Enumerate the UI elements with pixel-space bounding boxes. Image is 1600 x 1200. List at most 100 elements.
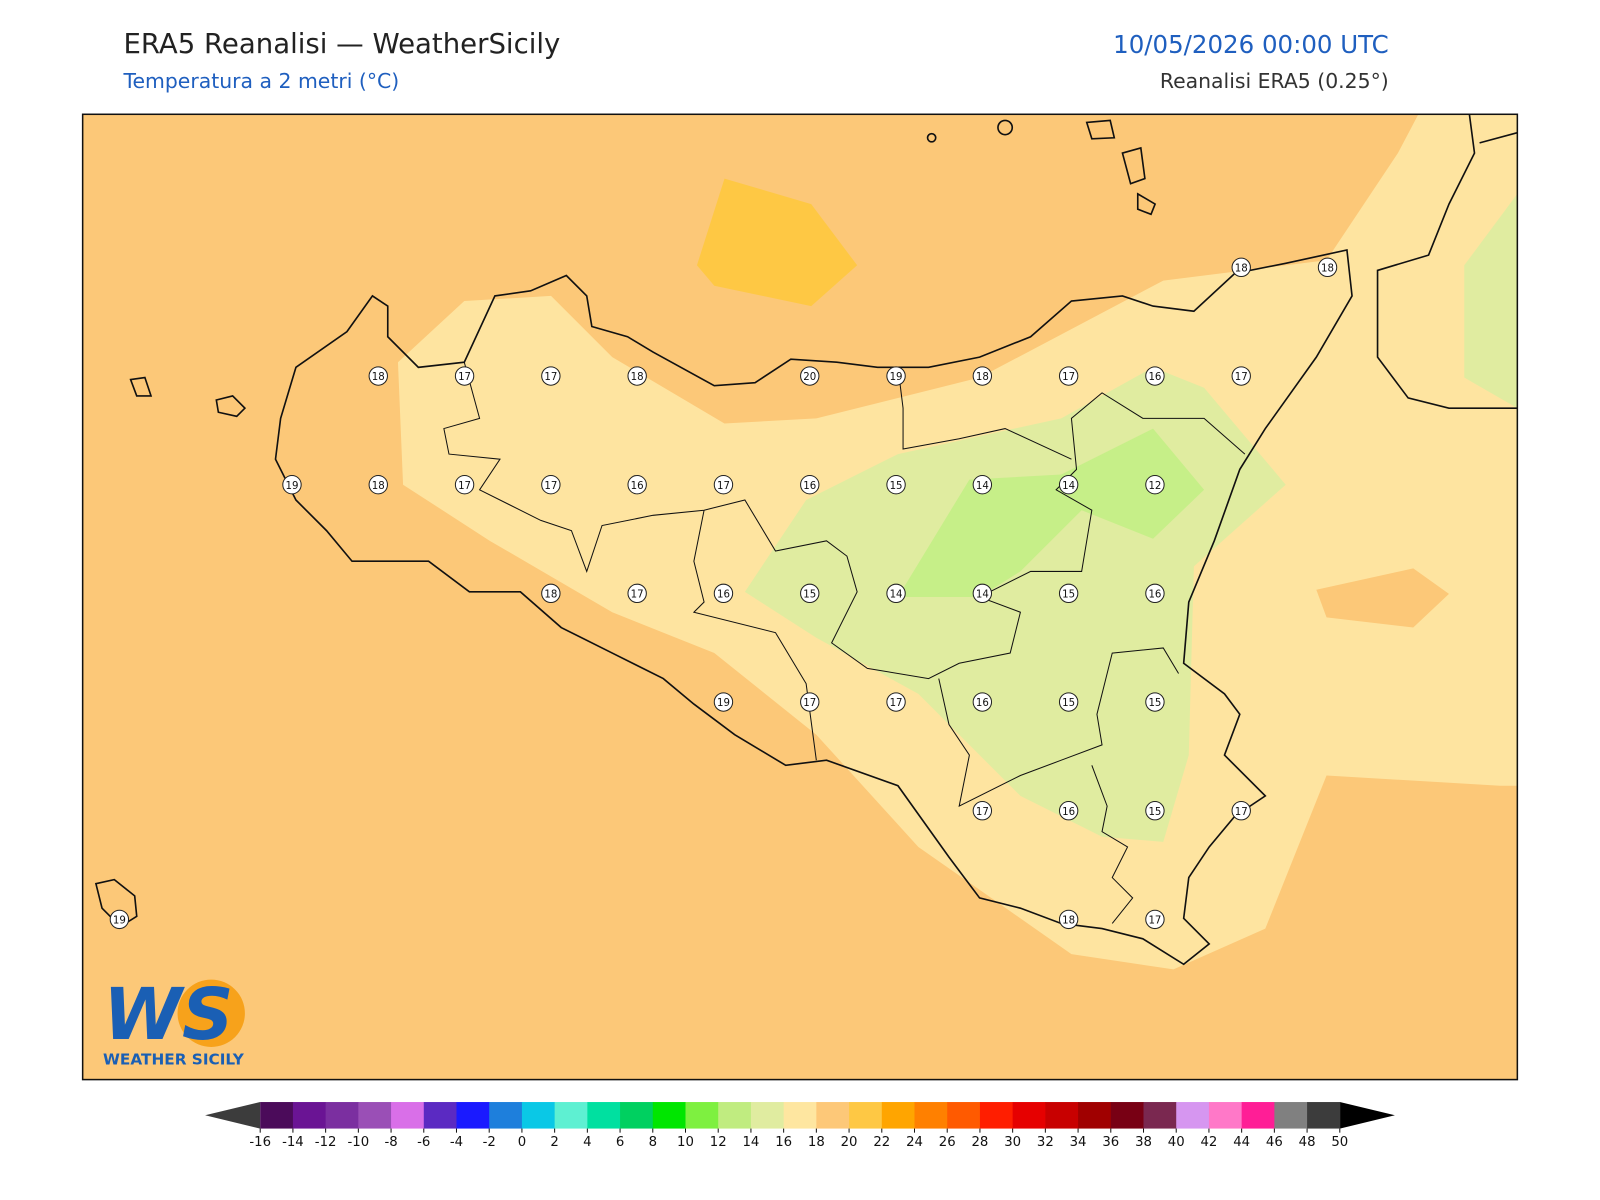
value-marker <box>1145 583 1165 604</box>
value-point: 14 <box>1058 475 1079 495</box>
value-point: 12 <box>1145 475 1165 495</box>
colorbar-swatch <box>685 1102 719 1129</box>
colorbar-tick-label: 6 <box>616 1135 624 1150</box>
colorbar-swatch <box>325 1102 359 1129</box>
value-label: 18 <box>372 481 385 492</box>
colorbar-tick-label: 2 <box>550 1135 558 1150</box>
colorbar-tick-label: 32 <box>1037 1135 1054 1150</box>
value-marker <box>972 475 993 495</box>
value-marker <box>541 475 561 495</box>
value-label: 12 <box>1148 481 1161 492</box>
value-point: 16 <box>627 475 647 495</box>
value-label: 18 <box>372 372 385 383</box>
value-marker <box>627 583 647 604</box>
value-marker <box>541 583 561 604</box>
value-label: 14 <box>976 481 989 492</box>
colorbar-swatch <box>652 1102 687 1129</box>
value-label: 17 <box>544 372 557 383</box>
colorbar-tick-label: 44 <box>1233 1135 1250 1150</box>
value-marker <box>886 692 906 712</box>
colorbar-swatch <box>1208 1102 1243 1129</box>
colorbar-tick-label: -12 <box>315 1135 337 1150</box>
coastlines <box>94 114 1518 966</box>
value-point: 17 <box>972 801 993 821</box>
value-marker <box>972 692 993 712</box>
colorbar-tick-label: -10 <box>348 1135 370 1150</box>
value-label: 17 <box>544 481 557 492</box>
value-label: 18 <box>544 589 557 600</box>
colorbar-swatch <box>1176 1102 1210 1129</box>
colorbar-swatch <box>979 1102 1014 1129</box>
value-point: 16 <box>972 692 993 712</box>
value-point: 14 <box>886 583 906 604</box>
colorbar-tick-label: 12 <box>710 1135 727 1150</box>
colorbar-swatch <box>587 1102 621 1129</box>
value-label: 16 <box>976 698 989 709</box>
value-point: 15 <box>1058 583 1079 604</box>
value-label: 16 <box>1062 807 1075 818</box>
value-point: 18 <box>1317 257 1338 278</box>
colorbar-swatch <box>456 1102 490 1129</box>
value-label: 18 <box>631 372 644 383</box>
colorbar-tick-label: 40 <box>1168 1135 1185 1150</box>
value-label: 17 <box>631 589 644 600</box>
colorbar-tick-label: 34 <box>1070 1135 1087 1150</box>
colorbar-tick-label: 0 <box>518 1135 526 1150</box>
value-label: 17 <box>1062 372 1075 383</box>
value-marker <box>1145 475 1165 495</box>
colorbar-tick-label: -2 <box>483 1135 496 1150</box>
value-point: 17 <box>1231 801 1251 821</box>
colorbar-swatch <box>1110 1102 1145 1129</box>
value-point: 17 <box>713 475 734 495</box>
value-label: 18 <box>1235 263 1248 274</box>
colorbar-tick-label: 50 <box>1331 1135 1348 1150</box>
value-marker <box>368 366 388 386</box>
value-marker <box>972 366 993 386</box>
value-point: 20 <box>800 366 820 386</box>
colorbar-tick-label: 36 <box>1102 1135 1119 1150</box>
value-point: 16 <box>1145 583 1165 604</box>
value-marker <box>886 583 906 604</box>
title: ERA5 Reanalisi — WeatherSicily <box>123 28 560 60</box>
colorbar-swatch <box>358 1102 392 1129</box>
colorbar-swatch <box>1241 1102 1275 1129</box>
colorbar-tick-label: 22 <box>873 1135 890 1150</box>
value-label: 17 <box>1235 807 1248 818</box>
value-point: 18 <box>541 583 561 604</box>
value-marker <box>1058 801 1079 821</box>
logo-name: WEATHER SICILY <box>103 1050 245 1068</box>
value-label: 17 <box>1235 372 1248 383</box>
warm-area <box>696 178 858 307</box>
value-marker <box>800 366 820 386</box>
value-point: 18 <box>368 475 388 495</box>
colorbar-tick-label: -16 <box>249 1135 271 1150</box>
value-marker <box>1058 909 1079 930</box>
value-label: 19 <box>285 481 298 492</box>
colorbar-tick-label: 48 <box>1299 1135 1316 1150</box>
value-marker <box>627 475 647 495</box>
colorbar-tick-label: 16 <box>775 1135 792 1150</box>
colorbar-swatch <box>718 1102 752 1129</box>
value-point: 15 <box>1145 692 1165 712</box>
colorbar-swatch <box>292 1102 327 1129</box>
colorbar-tick-label: 42 <box>1200 1135 1217 1150</box>
value-label: 17 <box>890 698 903 709</box>
value-label: 15 <box>890 481 903 492</box>
colorbar: -16 -14 -12 -10 -8 -6 -4 -2 0 2 4 6 8 10 12 14 16 18 20 22 2… <box>205 1102 1395 1150</box>
value-label: 16 <box>803 481 816 492</box>
cool-area <box>1464 193 1518 409</box>
colorbar-swatch <box>521 1102 556 1129</box>
value-label: 14 <box>1062 481 1075 492</box>
colorbar-tick-label: -6 <box>417 1135 430 1150</box>
value-marker <box>800 475 820 495</box>
value-point: 17 <box>1231 366 1251 386</box>
colorbar-swatch <box>391 1102 425 1129</box>
value-label: 15 <box>1062 698 1075 709</box>
value-marker <box>1317 257 1338 278</box>
colorbar-swatch <box>620 1102 654 1129</box>
value-marker <box>800 692 820 712</box>
value-point: 15 <box>1145 801 1165 821</box>
value-marker <box>1145 366 1165 386</box>
